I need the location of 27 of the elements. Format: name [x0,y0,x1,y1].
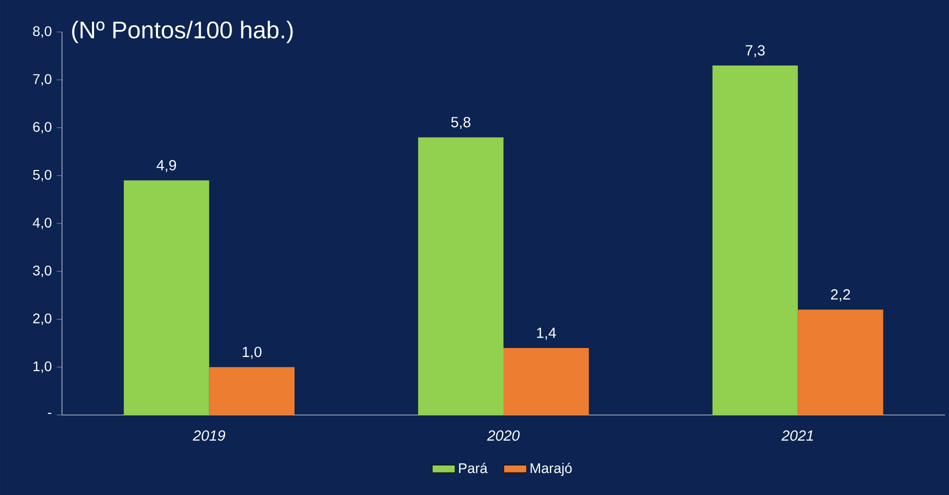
y-tick-label: 3,0 [33,266,52,278]
data-label: 1,0 [242,346,262,359]
data-label: 7,3 [746,45,765,58]
data-label: 4,9 [156,160,176,172]
x-tick-label: 2020 [487,430,520,441]
y-tick-label: 5,0 [33,170,52,182]
data-label: 1,4 [537,328,556,340]
y-tick-label: 8,0 [33,26,52,38]
data-label: 5,8 [451,116,470,130]
y-tick-label: 6,0 [33,122,52,134]
y-axis-title: (Nº Pontos/100 hab.) [72,20,293,44]
data-label: 2,2 [831,289,850,302]
y-tick-label: 4,0 [32,218,52,230]
y-tick-label: 2,0 [33,313,52,326]
y-tick-label: 1,0 [34,361,52,373]
bar [418,137,504,415]
y-tick-label: - [48,412,52,414]
bar [798,310,884,415]
bar [712,66,798,415]
legend-label: Pará [459,462,488,474]
legend-label: Marajó [530,462,572,476]
bar [124,180,210,415]
y-tick-label: 7,0 [33,74,52,86]
x-tick-label: 2021 [781,430,813,441]
x-tick-label: 2019 [192,430,226,441]
bar [504,348,589,415]
bar [209,367,295,415]
